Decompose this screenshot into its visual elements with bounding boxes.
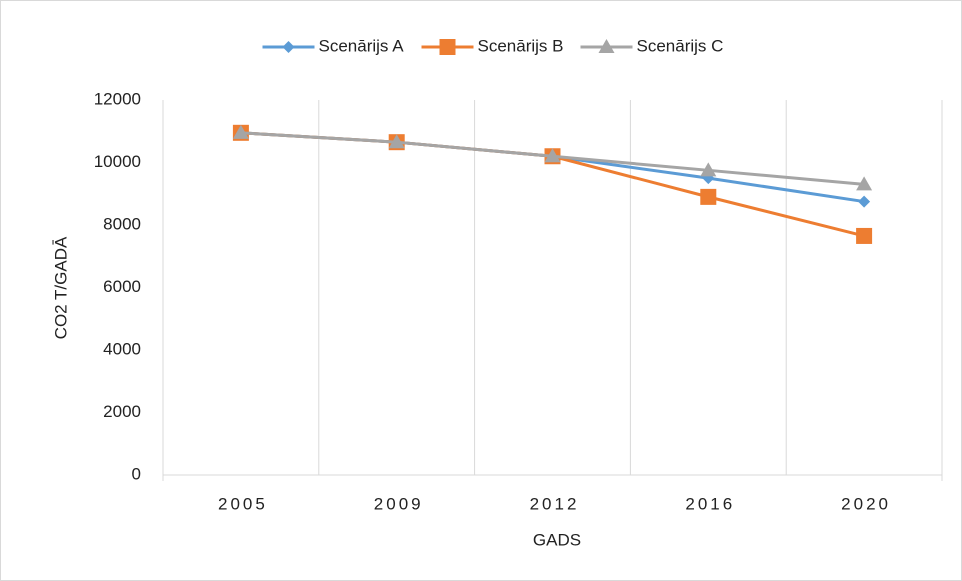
legend-marker xyxy=(439,39,456,55)
data-point xyxy=(544,148,561,163)
data-point xyxy=(388,134,405,149)
x-tick-label: 2005 xyxy=(218,494,268,513)
x-tick-label: 2016 xyxy=(685,494,735,513)
y-tick-label: 2000 xyxy=(103,402,141,421)
x-tick-label: 2020 xyxy=(841,494,891,513)
y-tick-label: 0 xyxy=(132,464,141,483)
y-tick-label: 6000 xyxy=(103,277,141,296)
y-tick-label: 8000 xyxy=(103,214,141,233)
data-point xyxy=(232,124,249,139)
y-tick-label: 10000 xyxy=(94,152,141,171)
y-tick-label: 4000 xyxy=(103,339,141,358)
legend-label: Scenārijs C xyxy=(637,36,724,55)
y-tick-label: 12000 xyxy=(94,89,141,108)
data-point xyxy=(858,195,871,208)
data-point xyxy=(856,227,873,244)
data-point xyxy=(856,176,873,191)
x-tick-label: 2009 xyxy=(374,494,424,513)
data-point xyxy=(700,162,717,177)
x-tick-label: 2012 xyxy=(530,494,580,513)
x-axis-title: GADS xyxy=(533,530,581,549)
legend-marker xyxy=(282,41,295,53)
y-axis-title: CO2 T/GADĀ xyxy=(51,236,70,339)
data-point xyxy=(700,188,717,205)
legend-label: Scenārijs B xyxy=(478,36,564,55)
legend-marker xyxy=(598,39,615,53)
legend-label: Scenārijs A xyxy=(319,36,405,55)
